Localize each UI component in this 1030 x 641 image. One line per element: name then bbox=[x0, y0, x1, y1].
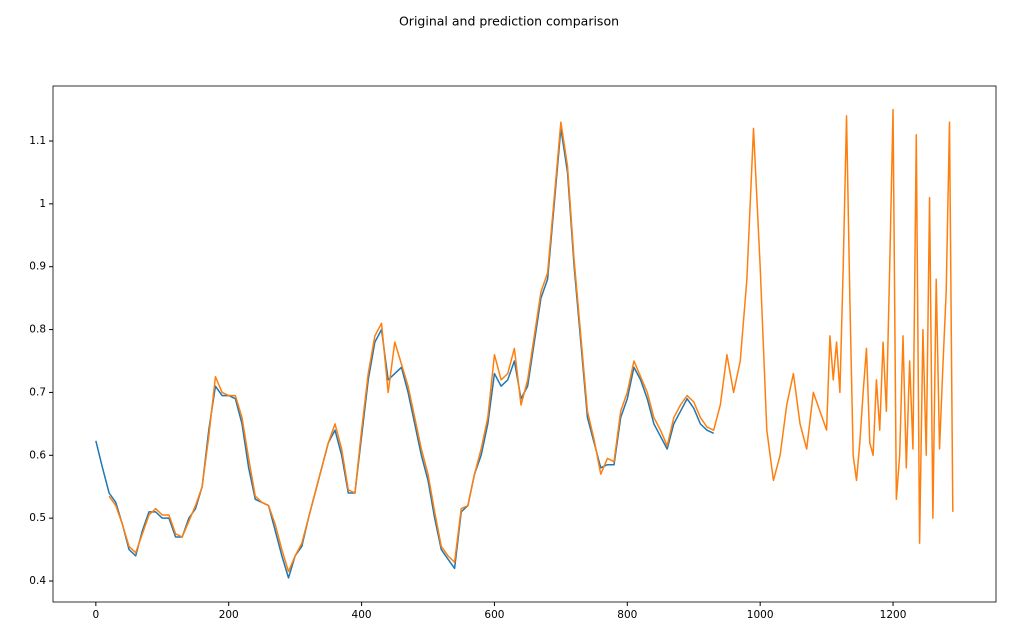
y-tick-label: 0.7 bbox=[29, 386, 46, 398]
x-tick-label: 1000 bbox=[747, 609, 774, 621]
x-tick-label: 600 bbox=[484, 609, 504, 621]
y-tick-label: 1.1 bbox=[29, 135, 46, 147]
y-tick-label: 1 bbox=[39, 198, 46, 210]
y-tick-label: 0.9 bbox=[29, 261, 46, 273]
y-tick-label: 0.8 bbox=[29, 324, 46, 336]
line bbox=[95, 127, 714, 579]
y-tick-label: 0.6 bbox=[29, 449, 46, 461]
x-tick-label: 1200 bbox=[880, 609, 907, 621]
plot-frame bbox=[52, 85, 997, 603]
x-tick-label: 400 bbox=[352, 609, 372, 621]
chart-title: Original and prediction comparison bbox=[399, 14, 619, 29]
line bbox=[108, 108, 954, 573]
x-tick-label: 800 bbox=[617, 609, 637, 621]
y-tick-label: 0.5 bbox=[29, 512, 46, 524]
y-tick-label: 0.4 bbox=[29, 575, 46, 587]
x-tick-label: 0 bbox=[93, 609, 100, 621]
x-tick-label: 200 bbox=[219, 609, 239, 621]
